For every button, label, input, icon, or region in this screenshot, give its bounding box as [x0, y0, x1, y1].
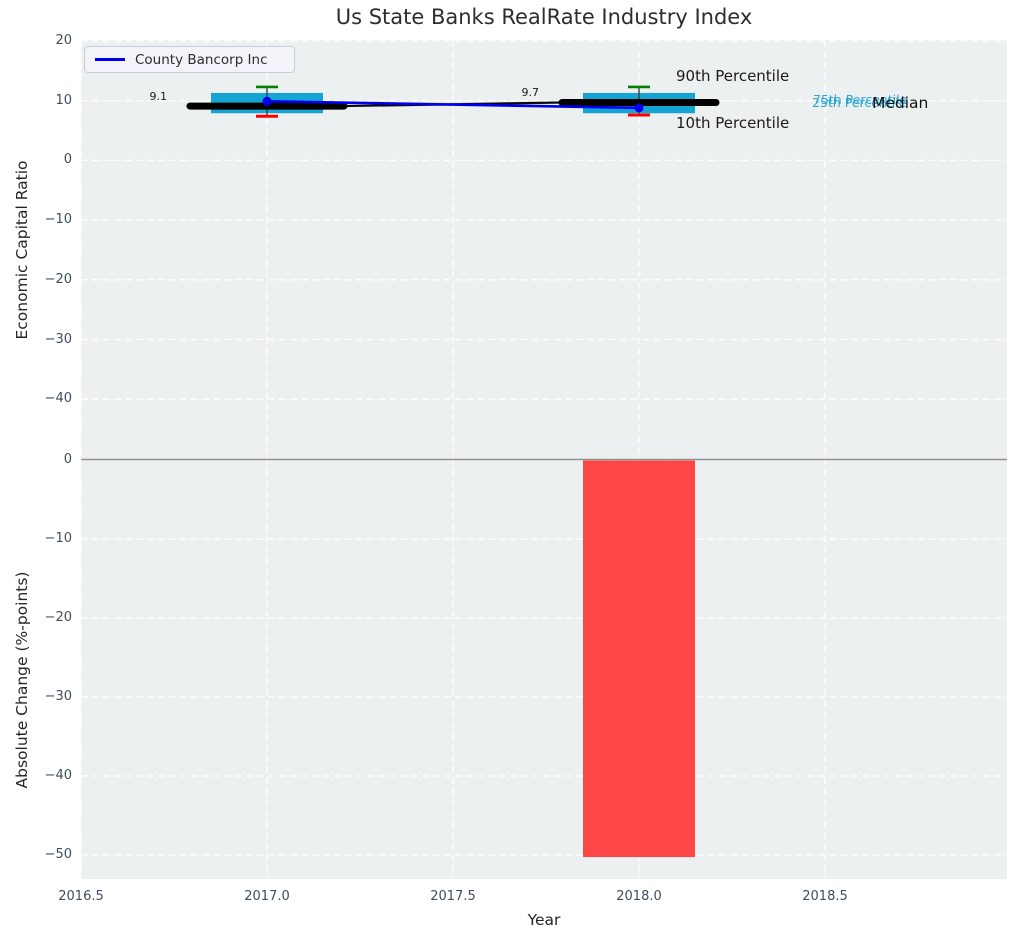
- y-tick-label: 20: [55, 33, 72, 48]
- y-tick-label: −10: [44, 531, 72, 546]
- y-tick-label: −20: [44, 271, 72, 287]
- annotation-75th-percentile: 75th Percentile: [813, 92, 908, 107]
- median-value-label: 9.1: [149, 90, 168, 104]
- company-point: [262, 96, 272, 106]
- x-tick-label: 2017.5: [430, 889, 476, 904]
- x-tick-label: 2017.0: [244, 889, 290, 904]
- y-axis-label-top: Economic Capital Ratio: [13, 160, 31, 340]
- legend-line-sample: [95, 58, 125, 61]
- y-tick-label: 10: [55, 92, 72, 108]
- annotation-90th-percentile: 90th Percentile: [676, 67, 790, 85]
- x-tick-label: 2018.0: [616, 889, 662, 904]
- company-point: [634, 103, 644, 113]
- change-bar: [583, 460, 695, 858]
- annotation-10th-percentile: 10th Percentile: [676, 114, 790, 132]
- chart-title: Us State Banks RealRate Industry Index: [335, 5, 753, 29]
- y-tick-label: −10: [44, 212, 72, 228]
- y-tick-label: −30: [44, 689, 72, 704]
- y-tick-label: −50: [44, 847, 72, 862]
- legend: County Bancorp Inc: [84, 46, 295, 73]
- x-tick-label: 2018.5: [802, 889, 848, 904]
- annotation-median: Median: [872, 94, 929, 112]
- median-value-label: 9.7: [521, 86, 540, 100]
- y-tick-label: −40: [44, 768, 72, 783]
- x-axis-label: Year: [527, 911, 561, 929]
- x-tick-label: 2016.5: [58, 889, 104, 904]
- company-line: [266, 99, 640, 110]
- y-tick-label: 0: [63, 152, 72, 168]
- y-tick-label: −30: [44, 331, 72, 347]
- y-axis-label-bottom: Absolute Change (%-points): [13, 571, 31, 789]
- legend-label: County Bancorp Inc: [135, 51, 268, 68]
- y-tick-label: −40: [44, 391, 72, 407]
- annotation-25th-percentile: 25th Percentile: [812, 95, 907, 110]
- y-tick-label: 0: [63, 452, 72, 467]
- y-tick-label: −20: [44, 610, 72, 625]
- bottom-axes-background: [81, 458, 1007, 879]
